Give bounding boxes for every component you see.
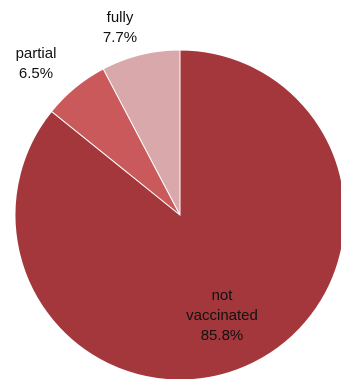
slice-label-not-vaccinated-name-2: vaccinated <box>186 307 258 324</box>
slice-label-partial-name: partial <box>15 45 57 62</box>
pie-slice-not-vaccinated <box>14 49 341 379</box>
pie-slice-fully <box>102 49 181 216</box>
slice-label-fully: fully 7.7% <box>92 8 148 48</box>
slice-label-not-vaccinated-name-1: not <box>211 287 233 304</box>
slice-label-not-vaccinated: not vaccinated 85.8% <box>168 286 276 346</box>
slice-label-partial-value: 6.5% <box>18 65 54 82</box>
slice-label-fully-name: fully <box>106 9 134 26</box>
slice-label-not-vaccinated-value: 85.8% <box>200 327 244 344</box>
slice-label-fully-value: 7.7% <box>102 29 138 46</box>
slice-label-partial: partial 6.5% <box>4 44 68 84</box>
